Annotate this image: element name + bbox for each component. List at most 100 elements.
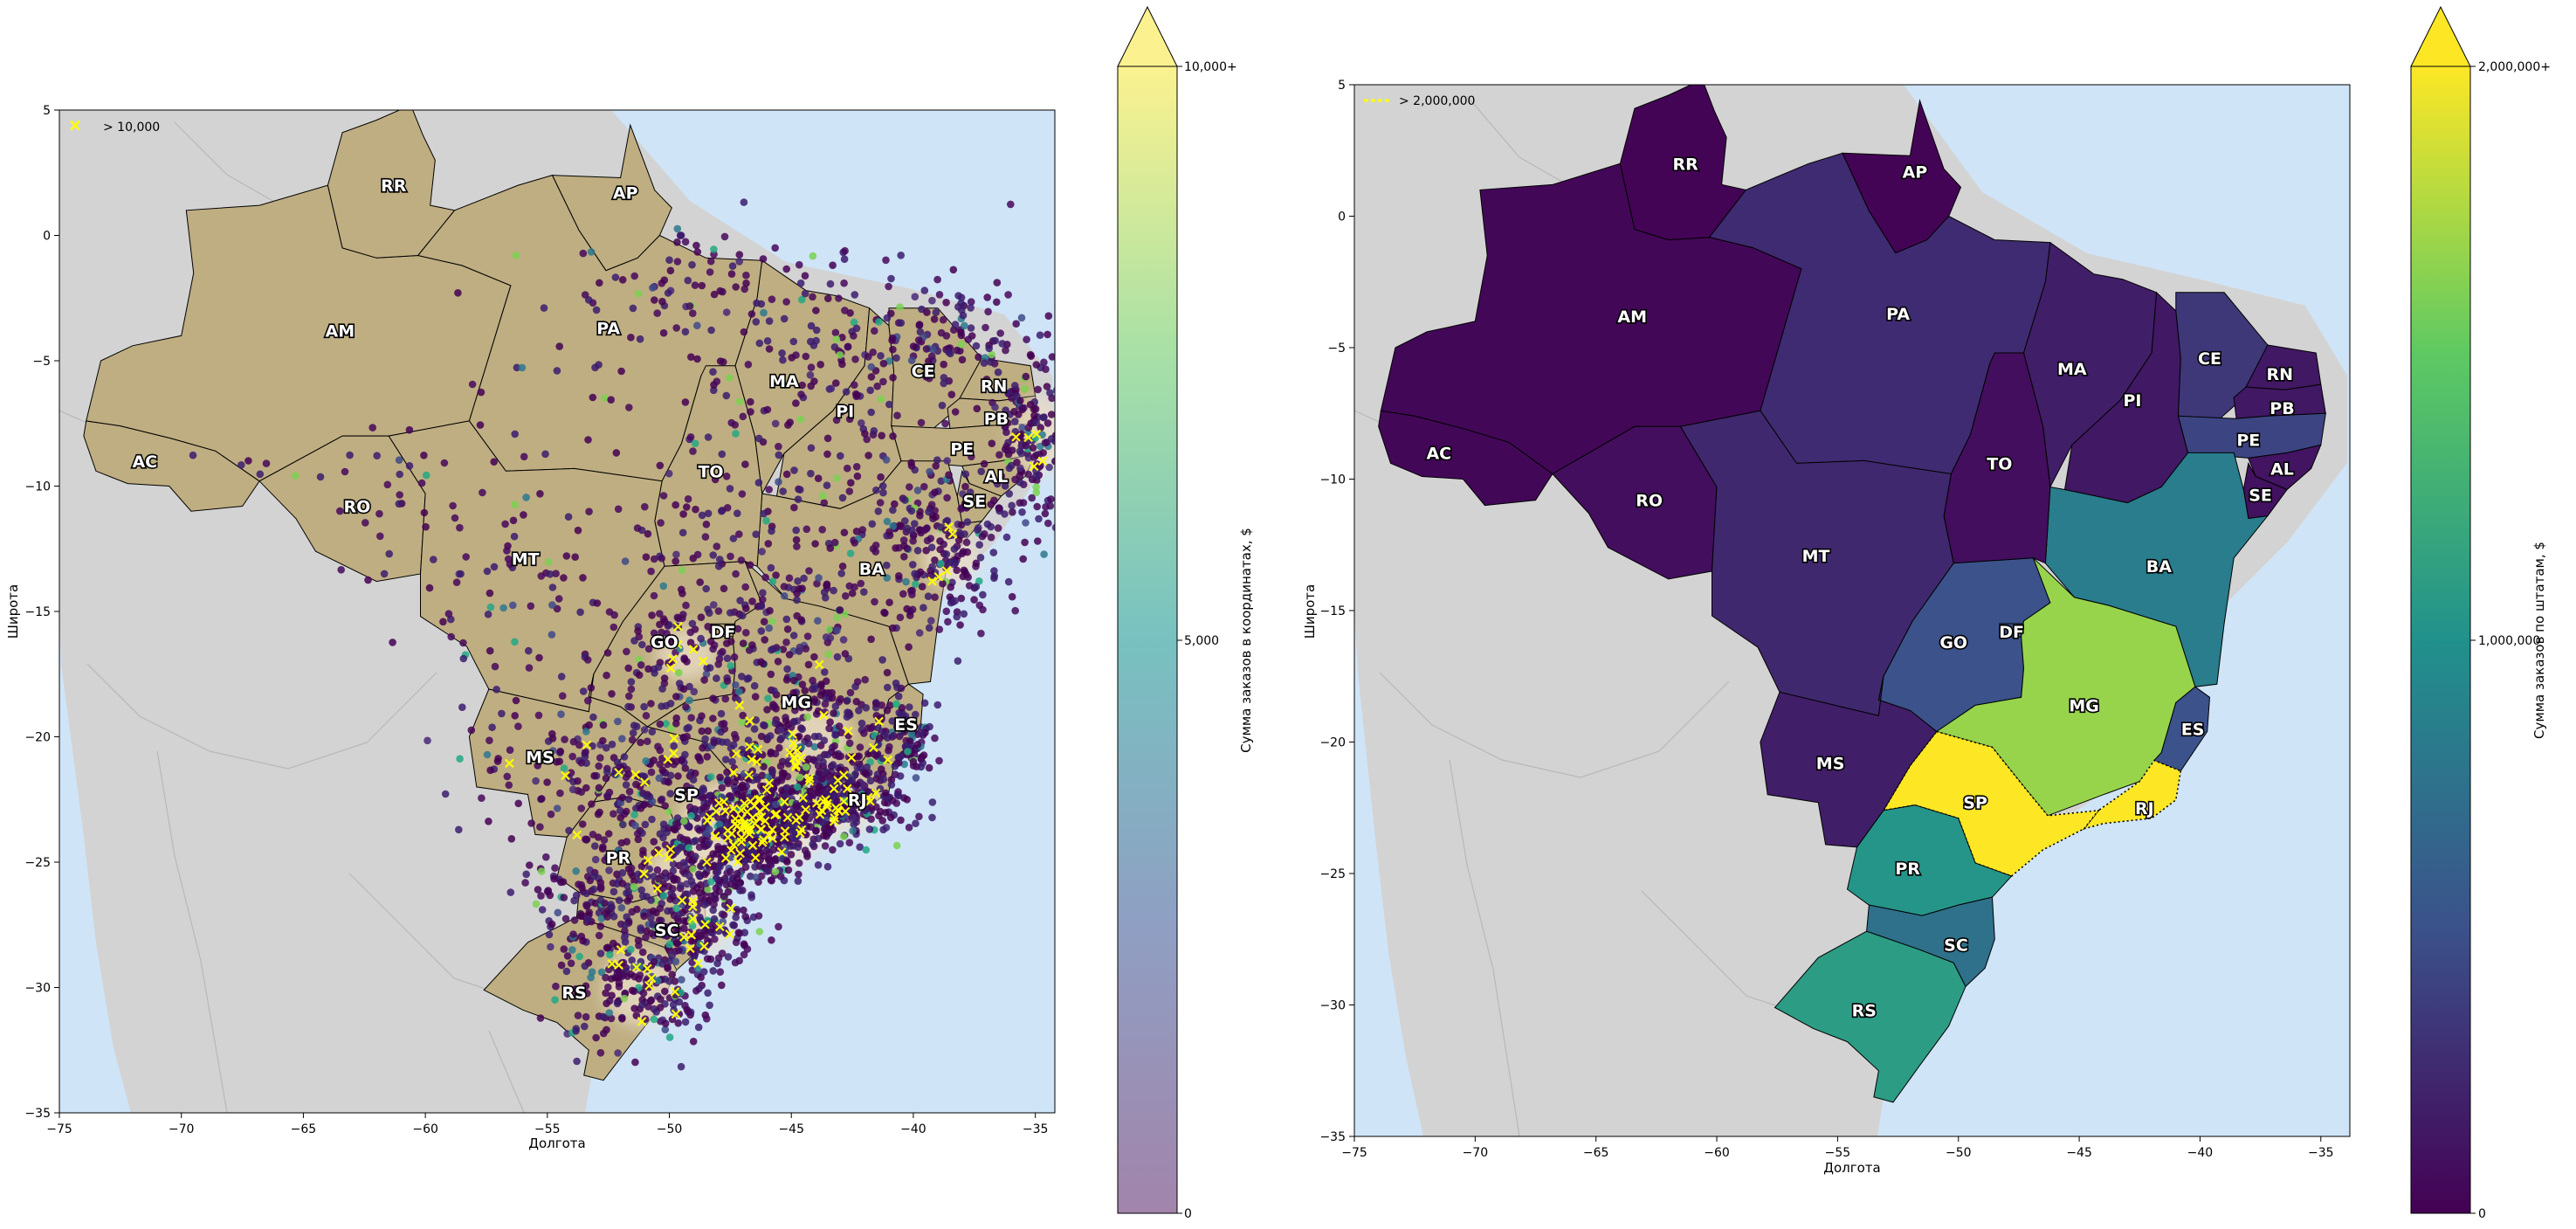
order-point bbox=[841, 766, 850, 775]
high-value-x-marker: × bbox=[743, 825, 756, 844]
high-value-x-marker: × bbox=[581, 735, 594, 754]
state-label-ba: BA bbox=[859, 560, 885, 579]
order-point bbox=[583, 656, 592, 664]
order-point bbox=[1046, 389, 1054, 397]
order-point bbox=[699, 744, 706, 752]
order-point bbox=[803, 632, 812, 640]
order-point bbox=[658, 685, 666, 693]
order-point bbox=[902, 577, 910, 586]
order-point bbox=[933, 456, 941, 464]
order-point bbox=[664, 963, 672, 971]
order-point bbox=[769, 784, 778, 791]
order-point bbox=[595, 931, 603, 940]
y-tick-label: −20 bbox=[24, 731, 51, 745]
order-point bbox=[1008, 501, 1016, 510]
order-point bbox=[776, 726, 785, 734]
order-point bbox=[588, 800, 596, 808]
order-point bbox=[719, 917, 727, 926]
order-point bbox=[525, 646, 533, 655]
order-point bbox=[782, 639, 790, 646]
order-point bbox=[867, 373, 876, 381]
order-point bbox=[1064, 415, 1072, 423]
order-point bbox=[631, 821, 639, 830]
order-point bbox=[959, 311, 968, 320]
order-point bbox=[597, 968, 606, 977]
order-point bbox=[831, 702, 840, 710]
order-point bbox=[907, 507, 916, 515]
order-point bbox=[709, 694, 717, 702]
order-point bbox=[754, 434, 763, 443]
order-point bbox=[897, 252, 905, 259]
y-tick-label: −20 bbox=[1319, 736, 1346, 750]
order-point bbox=[396, 491, 404, 499]
order-point bbox=[731, 777, 739, 786]
order-point bbox=[757, 658, 765, 666]
order-point bbox=[727, 661, 735, 670]
order-point bbox=[627, 685, 636, 694]
order-point bbox=[617, 367, 625, 376]
x-tick-label: −65 bbox=[291, 1122, 317, 1136]
order-point bbox=[644, 983, 653, 991]
order-point bbox=[809, 808, 817, 816]
order-point bbox=[736, 597, 744, 604]
order-point bbox=[842, 592, 850, 600]
state-label-ba: BA bbox=[2146, 557, 2172, 577]
order-point bbox=[706, 1001, 713, 1010]
order-point bbox=[716, 773, 724, 782]
order-point bbox=[782, 470, 791, 479]
order-point bbox=[673, 875, 681, 884]
order-point bbox=[629, 304, 637, 313]
order-point bbox=[911, 570, 919, 578]
order-point bbox=[650, 591, 658, 600]
order-point bbox=[456, 523, 464, 532]
order-point bbox=[638, 640, 646, 649]
order-point bbox=[624, 888, 632, 896]
order-point bbox=[977, 629, 985, 638]
right-colorbar-extend-arrow bbox=[2410, 5, 2471, 67]
order-point bbox=[861, 806, 869, 815]
order-point bbox=[661, 618, 669, 625]
order-point bbox=[886, 813, 895, 822]
high-value-x-marker: × bbox=[700, 853, 713, 871]
order-point bbox=[885, 400, 893, 409]
high-value-x-marker: × bbox=[1022, 429, 1035, 447]
order-point bbox=[888, 717, 897, 725]
order-point bbox=[835, 722, 844, 730]
order-point bbox=[659, 492, 668, 500]
order-point bbox=[935, 756, 943, 765]
order-point bbox=[1012, 320, 1020, 328]
order-point bbox=[892, 679, 900, 687]
order-point bbox=[642, 933, 650, 942]
order-point bbox=[932, 462, 940, 470]
order-point bbox=[638, 1001, 646, 1009]
order-point bbox=[728, 262, 737, 270]
order-point bbox=[477, 388, 486, 397]
high-value-x-marker: × bbox=[724, 900, 737, 918]
order-point bbox=[782, 265, 790, 273]
order-point bbox=[789, 676, 798, 685]
order-point bbox=[897, 752, 905, 760]
order-point bbox=[625, 787, 634, 796]
order-point bbox=[1056, 418, 1064, 425]
order-point bbox=[689, 447, 697, 455]
order-point bbox=[1002, 533, 1011, 542]
order-point bbox=[737, 556, 746, 564]
order-point bbox=[709, 906, 717, 915]
order-point bbox=[1032, 483, 1040, 491]
order-point bbox=[686, 917, 695, 925]
order-point bbox=[1009, 508, 1016, 516]
order-point bbox=[458, 703, 466, 711]
order-point bbox=[829, 825, 837, 834]
state-label-am: AM bbox=[1617, 307, 1647, 327]
order-point bbox=[1005, 490, 1014, 498]
order-point bbox=[840, 255, 849, 264]
order-point bbox=[734, 874, 741, 883]
order-point bbox=[1004, 577, 1013, 586]
order-point bbox=[831, 328, 840, 337]
order-point bbox=[983, 293, 991, 301]
order-point bbox=[796, 486, 804, 494]
right-y-ticks: 50−5−10−15−20−25−30−35 bbox=[1319, 79, 1354, 1144]
order-point bbox=[1071, 464, 1079, 472]
high-value-x-marker: × bbox=[743, 712, 756, 730]
x-tick-label: −45 bbox=[2066, 1146, 2092, 1160]
